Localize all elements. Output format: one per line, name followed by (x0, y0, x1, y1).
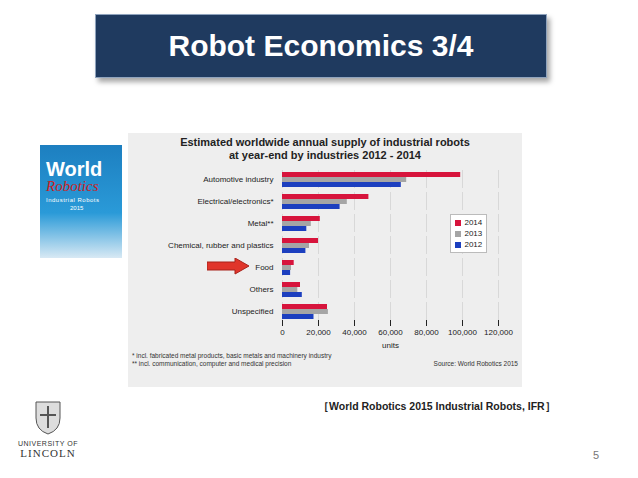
html-text:Industrial Robots: Industrial Robots (46, 197, 100, 203)
html-text:2012: 2012 (464, 240, 483, 250)
svg-text:Unspecified: Unspecified (232, 307, 274, 316)
html-text:［World Robotics 2015 Industria: ［World Robotics 2015 Industrial Robots, … (318, 400, 556, 412)
svg-text:20,000: 20,000 (306, 328, 331, 337)
html-text:* incl. fabricated metal produ: * incl. fabricated metal products, basic… (132, 352, 332, 359)
html-text:Robot Economics 3/4: Robot Economics 3/4 (168, 29, 474, 62)
html-text:5: 5 (593, 449, 600, 461)
svg-text:Food: Food (255, 263, 273, 272)
html-text:at year-end by industries 2012: at year-end by industries 2012 - 2014 (229, 149, 421, 161)
svg-text:Automotive industry: Automotive industry (203, 175, 273, 184)
svg-text:Electrical/electronics*: Electrical/electronics* (197, 197, 273, 206)
html-text:2014: 2014 (464, 218, 483, 228)
svg-text:40,000: 40,000 (342, 328, 367, 337)
html-text:Robotics: Robotics (46, 178, 99, 194)
html-text:LINCOLN: LINCOLN (20, 447, 76, 459)
svg-text:120,000: 120,000 (484, 328, 513, 337)
html-text:2015: 2015 (70, 205, 84, 211)
svg-text:0: 0 (280, 328, 285, 337)
html-text:UNIVERSITY OF: UNIVERSITY OF (18, 440, 78, 447)
html-text:Source: World Robotics 2015: Source: World Robotics 2015 (433, 360, 518, 367)
html-text:** incl. communication, comput: ** incl. communication, computer and med… (132, 360, 292, 367)
html-text:World: World (46, 158, 103, 180)
html-text:2013: 2013 (464, 229, 483, 239)
svg-text:Metal**: Metal** (248, 219, 274, 228)
svg-text:Others: Others (249, 285, 273, 294)
svg-text:100,000: 100,000 (448, 328, 477, 337)
html-text:Estimated worldwide annual sup: Estimated worldwide annual supply of ind… (180, 136, 470, 148)
svg-text:Chemical, rubber and plastics: Chemical, rubber and plastics (168, 241, 273, 250)
svg-text:units: units (382, 341, 399, 350)
svg-text:60,000: 60,000 (378, 328, 403, 337)
svg-text:80,000: 80,000 (414, 328, 439, 337)
